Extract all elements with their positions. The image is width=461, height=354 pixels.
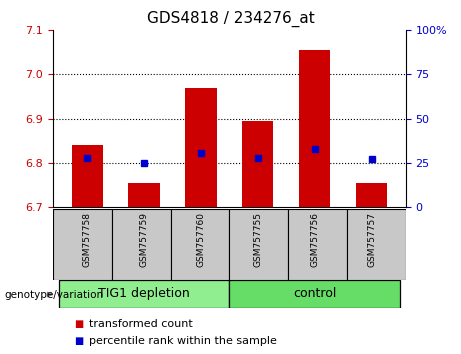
Bar bbox=[230, 280, 400, 308]
Text: GDS4818 / 234276_at: GDS4818 / 234276_at bbox=[147, 11, 314, 27]
Text: GSM757757: GSM757757 bbox=[367, 212, 376, 267]
Text: GSM757758: GSM757758 bbox=[83, 212, 92, 267]
Text: GSM757756: GSM757756 bbox=[310, 212, 319, 267]
Bar bbox=[112, 209, 171, 280]
Bar bbox=[356, 183, 387, 207]
Text: control: control bbox=[293, 287, 337, 300]
Text: transformed count: transformed count bbox=[89, 319, 192, 329]
Bar bbox=[71, 145, 103, 207]
Text: TIG1 depletion: TIG1 depletion bbox=[98, 287, 190, 300]
Text: ■: ■ bbox=[74, 336, 83, 346]
Bar bbox=[185, 88, 217, 207]
Text: percentile rank within the sample: percentile rank within the sample bbox=[89, 336, 277, 346]
Bar bbox=[242, 121, 273, 207]
Bar bbox=[347, 209, 406, 280]
Text: GSM757760: GSM757760 bbox=[196, 212, 206, 267]
Text: GSM757755: GSM757755 bbox=[253, 212, 262, 267]
Bar bbox=[53, 209, 112, 280]
Text: ■: ■ bbox=[74, 319, 83, 329]
Bar bbox=[59, 280, 230, 308]
Bar bbox=[230, 209, 288, 280]
Text: genotype/variation: genotype/variation bbox=[5, 290, 104, 299]
Text: GSM757759: GSM757759 bbox=[140, 212, 148, 267]
Bar bbox=[171, 209, 229, 280]
Bar bbox=[128, 183, 160, 207]
Bar bbox=[288, 209, 347, 280]
Bar bbox=[299, 50, 331, 207]
